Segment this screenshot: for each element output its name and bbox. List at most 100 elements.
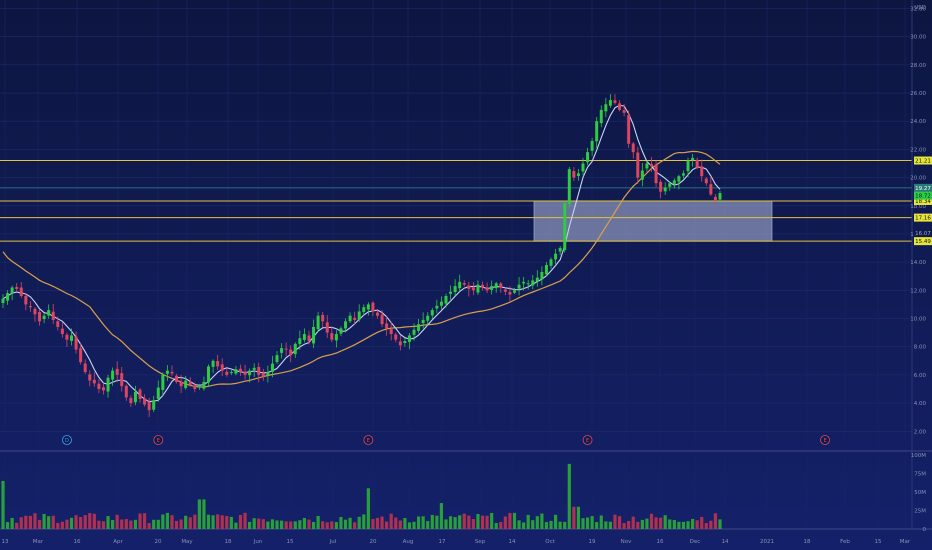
candle-body bbox=[407, 335, 411, 342]
candle-body bbox=[129, 398, 133, 404]
volume-bar bbox=[380, 516, 384, 529]
volume-bar bbox=[138, 513, 142, 529]
candle-body bbox=[83, 363, 87, 373]
volume-bar bbox=[508, 512, 512, 529]
time-tick-label: Dec bbox=[690, 539, 701, 545]
volume-bar bbox=[206, 514, 211, 529]
price-tick-label: 18.00 bbox=[910, 204, 926, 210]
candle-body bbox=[403, 341, 407, 344]
volume-bar bbox=[398, 520, 402, 529]
volume-bar bbox=[631, 516, 635, 529]
volume-bar bbox=[503, 516, 507, 529]
time-tick-label: Mar bbox=[900, 539, 911, 545]
candle-body bbox=[439, 301, 443, 306]
candle-body bbox=[19, 287, 23, 296]
candle-body bbox=[444, 295, 448, 304]
volume-bar bbox=[636, 521, 640, 529]
candle-body bbox=[238, 368, 242, 373]
dividend-marker[interactable]: D bbox=[62, 435, 72, 445]
support-zone-box[interactable] bbox=[533, 200, 773, 242]
volume-bar bbox=[261, 519, 265, 529]
volume-bar bbox=[585, 517, 590, 529]
volume-bar bbox=[357, 516, 361, 529]
time-tick-label: 15 bbox=[287, 539, 294, 545]
volume-bar bbox=[389, 513, 393, 529]
price-tick-label: 12.00 bbox=[910, 288, 926, 294]
candle-body bbox=[266, 372, 270, 376]
candle-body bbox=[111, 370, 115, 380]
volume-bar bbox=[704, 523, 708, 529]
moving-average-slow-line bbox=[2, 150, 721, 388]
price-tag-label: 16.07 bbox=[915, 231, 931, 237]
candle-body bbox=[115, 368, 119, 375]
earnings-marker[interactable]: E bbox=[153, 435, 164, 445]
volume-bar bbox=[558, 521, 562, 529]
volume-bar bbox=[33, 513, 37, 529]
candle-body bbox=[225, 371, 229, 375]
candle-body bbox=[709, 184, 713, 195]
volume-bar bbox=[476, 514, 480, 529]
volume-bar bbox=[403, 518, 407, 529]
earnings-marker[interactable]: E bbox=[820, 435, 830, 445]
volume-bar bbox=[485, 515, 489, 529]
volume-bar bbox=[252, 518, 256, 529]
price-tick-label: 10.00 bbox=[910, 317, 926, 323]
candle-body bbox=[179, 381, 183, 387]
volume-bar bbox=[549, 520, 553, 529]
volume-bar bbox=[686, 521, 690, 529]
candle-body bbox=[558, 248, 562, 252]
volume-bar bbox=[649, 513, 654, 529]
event-marker-letter: E bbox=[367, 438, 370, 444]
price-tag-label: 18.72 bbox=[915, 194, 931, 200]
volume-bar bbox=[544, 522, 549, 529]
volume-bar bbox=[284, 521, 288, 529]
volume-bar bbox=[311, 521, 316, 529]
volume-bar bbox=[307, 519, 311, 529]
earnings-marker[interactable]: E bbox=[582, 435, 593, 445]
candle-body bbox=[156, 387, 160, 399]
candle-body bbox=[663, 187, 667, 192]
candle-body bbox=[604, 104, 608, 112]
horizontal-levels bbox=[0, 160, 912, 242]
candle-body bbox=[672, 180, 676, 184]
candle-body bbox=[613, 100, 617, 103]
time-tick-label: 17 bbox=[439, 539, 446, 545]
volume-bar bbox=[467, 515, 471, 529]
volume-bar bbox=[124, 519, 128, 529]
candle-body bbox=[316, 315, 320, 330]
volume-bar bbox=[10, 517, 14, 529]
volume-bar bbox=[353, 522, 357, 529]
time-tick-label: 2021 bbox=[760, 539, 774, 545]
volume-bar bbox=[690, 518, 695, 529]
time-axis[interactable]: 13 Mar 16 Apr 20 May 18 Jun 15 Jul 20 Aug 17 Sep 14 Oct… bbox=[2, 539, 911, 545]
volume-bar bbox=[330, 521, 334, 529]
volume-bar bbox=[211, 515, 215, 529]
candle-body bbox=[357, 311, 361, 320]
candle-body bbox=[691, 157, 695, 161]
volume-bar bbox=[220, 515, 224, 529]
price-tick-label: 6.00 bbox=[914, 373, 927, 379]
candle-body bbox=[207, 366, 211, 383]
candle-body bbox=[70, 335, 74, 341]
volume-bar bbox=[234, 522, 238, 529]
volume-bar bbox=[494, 523, 498, 529]
candle-body bbox=[599, 109, 603, 124]
candle-body bbox=[581, 163, 585, 172]
candle-body bbox=[197, 386, 201, 388]
candle-body bbox=[261, 372, 265, 377]
volume-bar bbox=[56, 522, 60, 529]
candle-body bbox=[686, 160, 690, 172]
candle-body bbox=[366, 304, 370, 310]
volume-bar bbox=[426, 521, 430, 529]
time-tick-label: 14 bbox=[509, 539, 516, 545]
candle-body bbox=[512, 290, 516, 293]
candle-body bbox=[101, 387, 105, 391]
earnings-marker[interactable]: E bbox=[363, 435, 374, 445]
volume-bar bbox=[499, 522, 503, 529]
volume-bar bbox=[407, 522, 412, 529]
volume-bar bbox=[325, 522, 329, 529]
volume-bar bbox=[225, 515, 229, 529]
candle-body bbox=[184, 380, 188, 388]
